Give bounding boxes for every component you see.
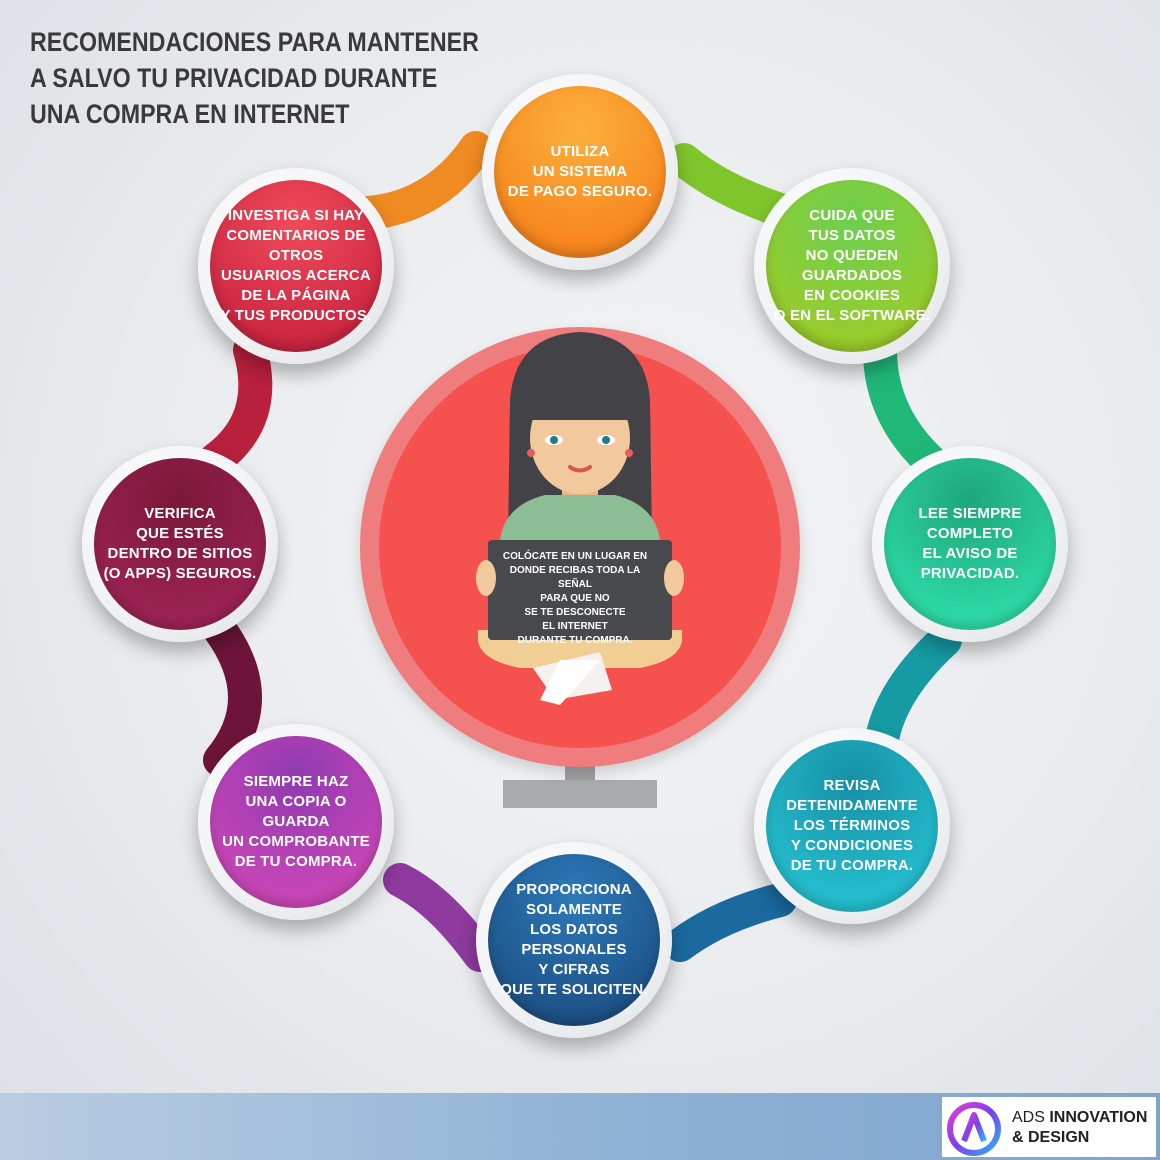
laptop-message: COLÓCATE EN UN LUGAR EN DONDE RECIBAS TO… — [502, 551, 648, 646]
title-line-1: RECOMENDACIONES PARA MANTENER — [30, 27, 479, 57]
infographic-title: RECOMENDACIONES PARA MANTENER A SALVO TU… — [30, 24, 479, 132]
tip-text-cookies: CUIDA QUE TUS DATOS NO QUEDEN GUARDADOS … — [773, 207, 931, 324]
tip-disc: UTILIZA UN SISTEMA DE PAGO SEGURO. — [494, 86, 666, 258]
tip-disc: INVESTIGA SI HAY COMENTARIOS DE OTROS US… — [210, 180, 382, 352]
title-line-3: UNA COMPRA EN INTERNET — [30, 99, 350, 129]
tip-node-terms: REVISA DETENIDAMENTE LOS TÉRMINOS Y COND… — [754, 728, 950, 924]
brand-block: ADS INNOVATION & DESIGN — [942, 1097, 1156, 1157]
tip-text-privacy-notice: LEE SIEMPRE COMPLETO EL AVISO DE PRIVACI… — [918, 505, 1022, 582]
tip-disc: CUIDA QUE TUS DATOS NO QUEDEN GUARDADOS … — [766, 180, 938, 352]
tip-node-cookies: CUIDA QUE TUS DATOS NO QUEDEN GUARDADOS … — [754, 168, 950, 364]
tip-text-reviews: INVESTIGA SI HAY COMENTARIOS DE OTROS US… — [220, 207, 372, 324]
tip-disc: LEE SIEMPRE COMPLETO EL AVISO DE PRIVACI… — [884, 458, 1056, 630]
ads-logo-icon — [947, 1102, 1001, 1156]
tip-text-secure-sites: VERIFICA QUE ESTÉS DENTRO DE SITIOS (O A… — [103, 505, 257, 582]
title-line-2: A SALVO TU PRIVACIDAD DURANTE — [30, 63, 438, 93]
tip-disc: REVISA DETENIDAMENTE LOS TÉRMINOS Y COND… — [766, 740, 938, 912]
tip-disc: SIEMPRE HAZ UNA COPIA O GUARDA UN COMPRO… — [210, 736, 382, 908]
tip-node-secure-payment: UTILIZA UN SISTEMA DE PAGO SEGURO. — [482, 74, 678, 270]
tip-text-secure-payment: UTILIZA UN SISTEMA DE PAGO SEGURO. — [507, 143, 653, 200]
brand-name: ADS INNOVATION — [1012, 1109, 1148, 1126]
brand-subname: & DESIGN — [1012, 1129, 1090, 1146]
tip-node-privacy-notice: LEE SIEMPRE COMPLETO EL AVISO DE PRIVACI… — [872, 446, 1068, 642]
tip-node-personal-data: PROPORCIONA SOLAMENTE LOS DATOS PERSONAL… — [476, 842, 672, 1038]
tip-node-receipt: SIEMPRE HAZ UNA COPIA O GUARDA UN COMPRO… — [198, 724, 394, 920]
tip-node-reviews: INVESTIGA SI HAY COMENTARIOS DE OTROS US… — [198, 168, 394, 364]
tip-text-terms: REVISA DETENIDAMENTE LOS TÉRMINOS Y COND… — [786, 777, 918, 874]
tip-disc: PROPORCIONA SOLAMENTE LOS DATOS PERSONAL… — [488, 854, 660, 1026]
tip-text-receipt: SIEMPRE HAZ UNA COPIA O GUARDA UN COMPRO… — [222, 773, 370, 870]
tip-node-secure-sites: VERIFICA QUE ESTÉS DENTRO DE SITIOS (O A… — [82, 446, 278, 642]
tip-text-personal-data: PROPORCIONA SOLAMENTE LOS DATOS PERSONAL… — [500, 881, 648, 998]
tip-disc: VERIFICA QUE ESTÉS DENTRO DE SITIOS (O A… — [94, 458, 266, 630]
